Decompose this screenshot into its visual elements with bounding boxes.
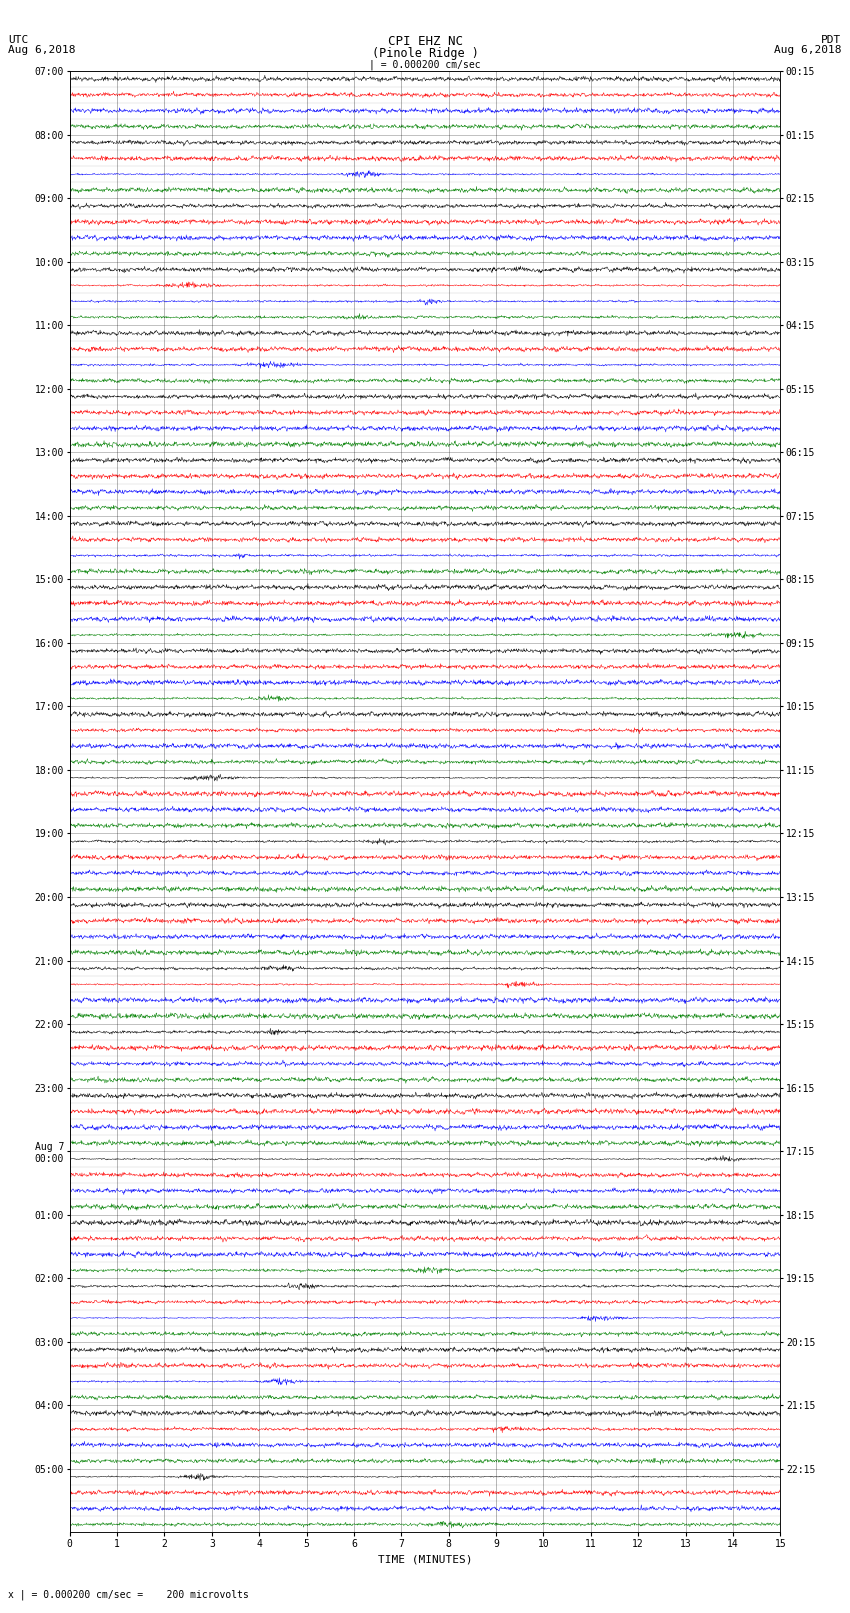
Text: UTC: UTC [8,35,29,45]
Text: (Pinole Ridge ): (Pinole Ridge ) [371,47,479,60]
Text: x | = 0.000200 cm/sec =    200 microvolts: x | = 0.000200 cm/sec = 200 microvolts [8,1589,249,1600]
X-axis label: TIME (MINUTES): TIME (MINUTES) [377,1555,473,1565]
Text: Aug 6,2018: Aug 6,2018 [774,45,842,55]
Text: | = 0.000200 cm/sec: | = 0.000200 cm/sec [369,60,481,71]
Text: CPI EHZ NC: CPI EHZ NC [388,35,462,48]
Text: Aug 6,2018: Aug 6,2018 [8,45,76,55]
Text: PDT: PDT [821,35,842,45]
